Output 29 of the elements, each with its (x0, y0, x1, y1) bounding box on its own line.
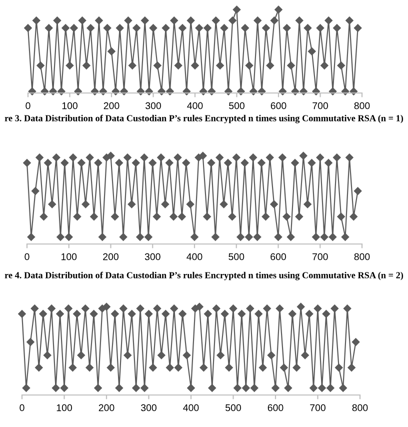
x-tick-label: 800 (354, 253, 370, 260)
x-tick-label: 0 (20, 404, 24, 412)
x-tick-label: 100 (62, 102, 78, 110)
x-tick-label: 700 (310, 404, 326, 412)
x-tick-label: 100 (62, 253, 77, 260)
x-tick-label: 200 (103, 253, 118, 260)
x-tick-label: 600 (270, 253, 286, 260)
x-tick-label: 300 (141, 404, 156, 412)
x-tick-label: 200 (104, 102, 120, 110)
text: re 3. Data Distribution of Data Custodian P’s rules Encrypted n times using Commutative RSA (n = 1) (4, 114, 404, 124)
x-tick-label: 800 (354, 102, 370, 110)
x-tick-label: 500 (229, 102, 244, 110)
x-tick-label: 800 (352, 404, 368, 412)
x-tick-label: 400 (187, 102, 203, 110)
x-tick-label: 400 (183, 404, 199, 412)
x-tick-label: 700 (312, 253, 328, 260)
x-tick-label: 400 (186, 253, 202, 260)
x-tick-label: 0 (24, 253, 30, 260)
x-tick-label: 600 (270, 102, 286, 110)
x-tick-label: 100 (56, 404, 72, 412)
x-tick-label: 700 (312, 102, 328, 110)
x-tick-label: 0 (26, 102, 30, 110)
x-tick-label: 600 (268, 404, 284, 412)
x-tick-label: 300 (144, 253, 160, 260)
x-tick-label: 300 (146, 102, 161, 110)
text: re 4. Data Distribution of Data Custodian P’s rules Encrypted n times using Commutative RSA (n = 2) (4, 272, 404, 280)
x-tick-label: 200 (98, 404, 114, 412)
x-tick-label: 500 (228, 253, 244, 260)
x-tick-label: 500 (226, 404, 241, 412)
